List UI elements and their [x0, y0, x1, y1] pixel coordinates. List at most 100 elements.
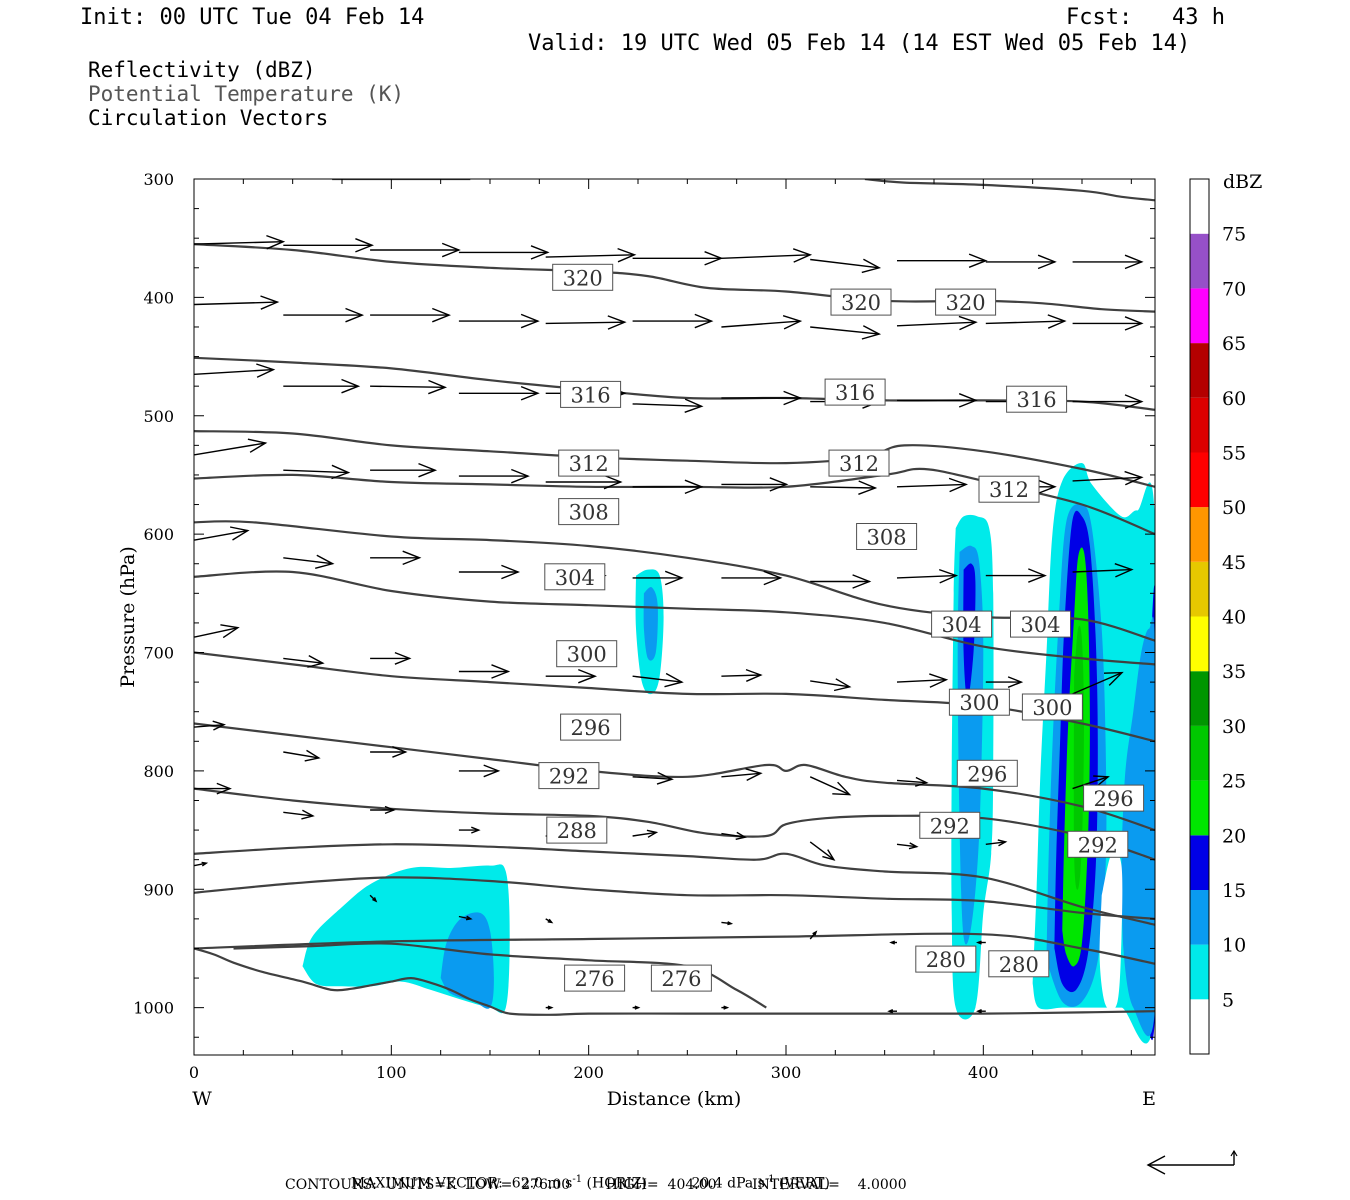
contour-label-text-5: 316 [1017, 388, 1057, 412]
contour-label-text-24: 280 [926, 948, 966, 972]
colorbar-level-10: 10 [1222, 935, 1246, 957]
colorbar-level-40: 40 [1222, 607, 1246, 629]
theta-contour-292-6 [194, 722, 1155, 832]
contour-label-17: 296 [560, 713, 622, 741]
theta-contour-304-9 [194, 520, 1155, 642]
circulation-vector-36 [458, 468, 530, 484]
circulation-vector-56 [283, 654, 325, 668]
colorbar-level-15: 15 [1222, 880, 1246, 902]
x-end-label-west: W [192, 1088, 212, 1110]
colorbar-level-60: 60 [1222, 388, 1246, 410]
x-tick-label-0: 0 [189, 1063, 199, 1082]
colorbar-level-30: 30 [1222, 716, 1246, 738]
x-end-label-east: E [1142, 1088, 1156, 1110]
colorbar-box-11 [1190, 397, 1209, 453]
contour-label-text-13: 304 [1020, 613, 1060, 637]
circulation-vector-45 [283, 554, 335, 569]
colorbar-frame [1189, 178, 1210, 1055]
circulation-vector-77 [194, 782, 232, 795]
circulation-vector-97 [632, 1005, 641, 1010]
circulation-vector-93 [809, 930, 818, 940]
circulation-vector-82 [632, 829, 659, 838]
contour-label-text-2: 320 [946, 291, 986, 315]
contour-label-22: 292 [1067, 830, 1129, 858]
contour-label-25: 280 [988, 950, 1050, 978]
circulation-vector-9 [985, 254, 1057, 270]
reference-vector [1146, 1149, 1238, 1175]
horiz-exponent: -1 [572, 1174, 583, 1185]
contour-label-text-8: 312 [989, 478, 1029, 502]
vert-max-value: 20.4 dPa s [691, 1175, 765, 1192]
contour-label-text-27: 276 [661, 967, 701, 991]
circulation-vector-23 [283, 378, 361, 394]
theta-contour-284-4 [194, 843, 1155, 926]
colorbar-level-65: 65 [1222, 333, 1246, 355]
y-tick-label-1: 400 [143, 288, 174, 307]
circulation-vector-65 [1072, 671, 1124, 695]
circulation-vector-78 [283, 809, 315, 820]
contour-label-text-16: 300 [1032, 696, 1072, 720]
circulation-vector-43 [1072, 470, 1144, 486]
circulation-vector-8 [897, 253, 988, 268]
theta-contour-280-3 [194, 932, 1155, 965]
circulation-vector-80 [458, 826, 481, 834]
circulation-vector-69 [458, 764, 501, 778]
circulation-vector-85 [896, 842, 919, 850]
y-tick-label-3: 600 [143, 525, 174, 544]
circulation-vector-5 [632, 251, 724, 266]
y-tick-label-0: 300 [143, 170, 174, 189]
circulation-vector-67 [283, 749, 321, 762]
contour-label-text-10: 308 [867, 526, 907, 550]
contour-label-text-22: 292 [1078, 833, 1118, 857]
forecast-hour-label: Fcst: 43 h [1066, 5, 1225, 30]
circulation-vector-52 [896, 568, 959, 584]
vert-tag: (VERT) [779, 1175, 830, 1192]
circulation-vector-41 [896, 477, 969, 493]
circulation-vector-21 [1072, 316, 1144, 331]
contour-label-text-0: 320 [563, 266, 603, 290]
colorbar: 5 10 15 20 25 30 35 40 45 50 55 60 65 70 75 [1189, 178, 1246, 1055]
contour-label-text-14: 300 [567, 643, 607, 667]
circulation-vector-6 [721, 248, 813, 263]
contour-label-text-7: 312 [839, 452, 879, 476]
contour-label-16: 300 [1021, 693, 1083, 721]
reflectivity-region-3 [643, 587, 658, 661]
colorbar-box-7 [1190, 616, 1209, 672]
horiz-max-value: 62.0 m s [511, 1175, 573, 1192]
circulation-vector-12 [283, 307, 365, 323]
circulation-vector-28 [721, 390, 803, 406]
y-tick-label-4: 700 [143, 644, 174, 663]
circulation-vector-100 [976, 1009, 986, 1014]
contour-label-27: 276 [650, 964, 712, 992]
contour-label-text-9: 308 [569, 501, 609, 525]
y-axis-label: Pressure (hPa) [117, 546, 139, 688]
circulation-vector-71 [632, 771, 674, 785]
circulation-vector-33 [194, 438, 268, 456]
theta-contour-276-0 [194, 947, 1155, 1016]
circulation-vector-39 [721, 477, 789, 492]
circulation-vector-89 [369, 894, 378, 903]
circulation-vector-72 [721, 768, 763, 782]
circulation-vector-20 [985, 314, 1067, 329]
contour-label-text-1: 320 [841, 291, 881, 315]
circulation-vector-13 [370, 307, 452, 323]
contour-label-14: 300 [556, 640, 618, 668]
theta-contour-324-14 [864, 179, 1155, 202]
circulation-vector-58 [458, 664, 511, 679]
colorbar-box-13 [1190, 288, 1209, 344]
circulation-vector-95 [975, 940, 986, 945]
circulation-vector-19 [896, 315, 978, 331]
circulation-vector-14 [458, 313, 540, 329]
contour-label-text-21: 292 [930, 814, 970, 838]
max-vector-label: MAXIMUM VECTOR: [350, 1175, 503, 1192]
circulation-vector-7 [810, 258, 882, 274]
y-tick-label-6: 900 [143, 880, 174, 899]
contour-label-8: 312 [978, 475, 1040, 503]
contour-label-6: 312 [558, 449, 620, 477]
contour-label-18: 296 [956, 759, 1018, 787]
circulation-vector-10 [1072, 254, 1144, 270]
y-tick-label-5: 800 [143, 762, 174, 781]
circulation-vector-30 [897, 393, 978, 408]
theta-contour-316-12 [194, 356, 1155, 411]
